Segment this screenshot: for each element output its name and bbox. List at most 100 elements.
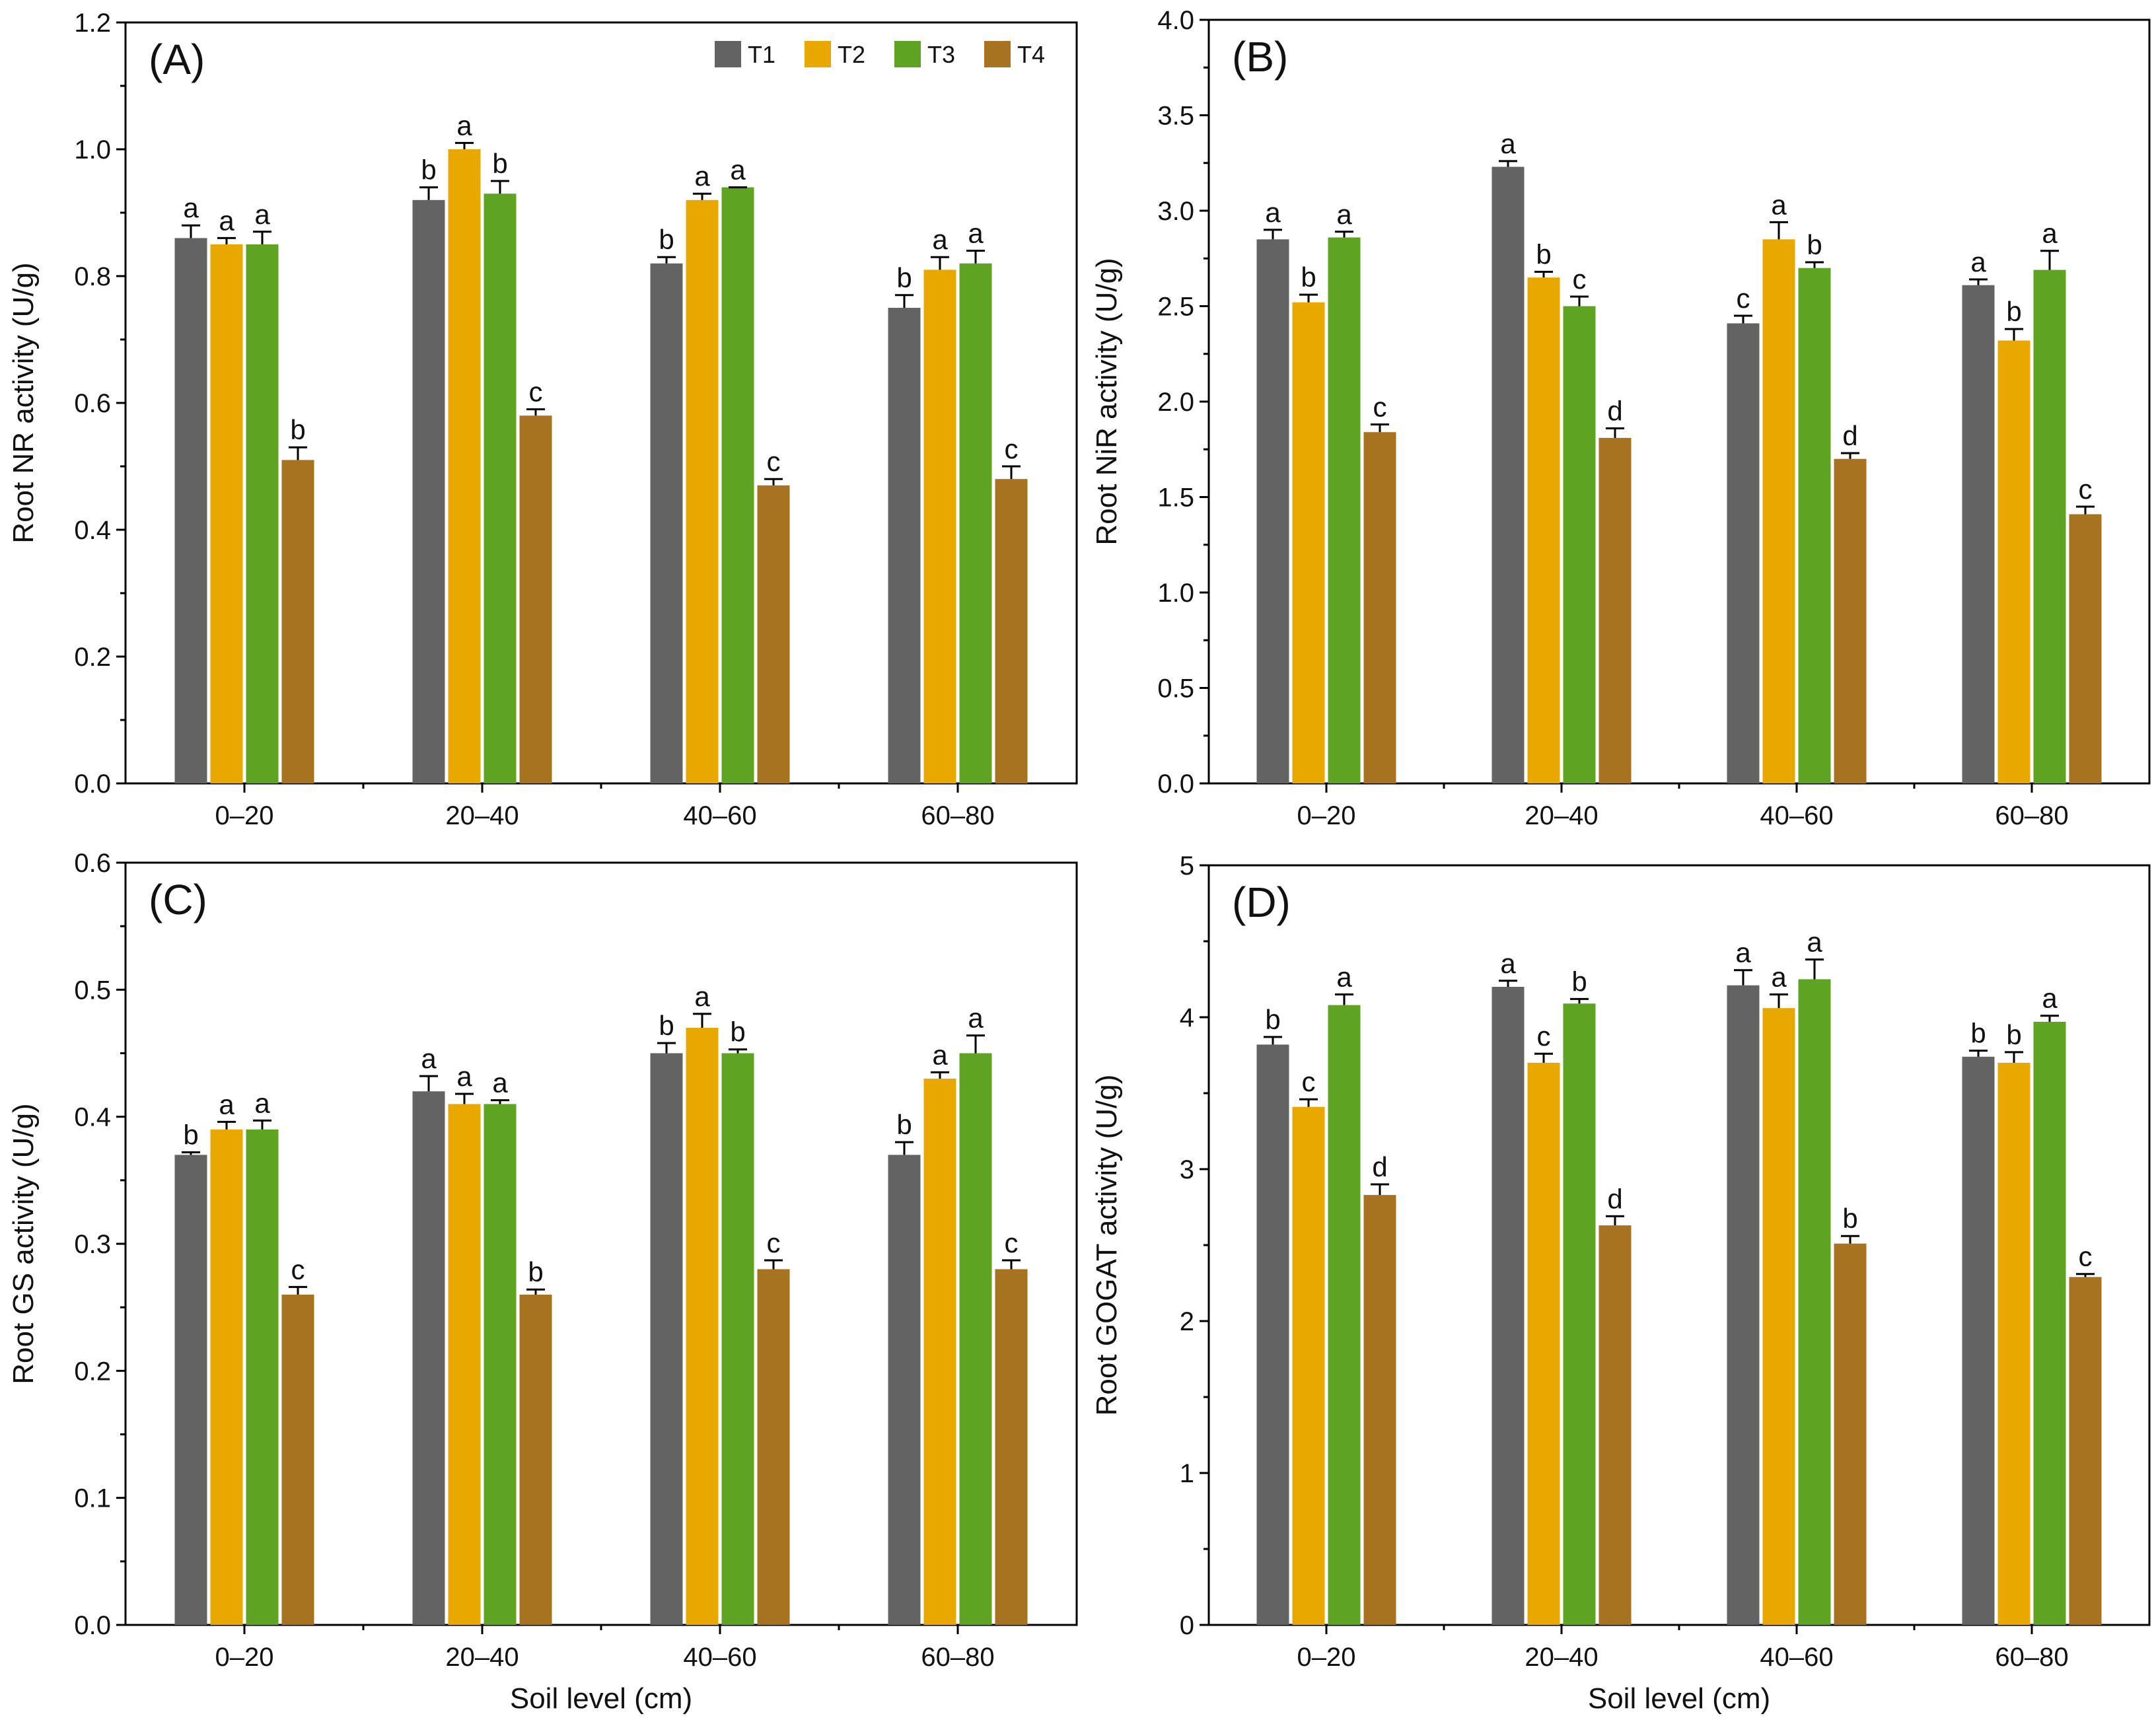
legend-swatch-t1 [715,41,741,67]
bar-t4 [519,415,552,783]
significance-letter: b [1571,966,1587,997]
significance-letter: d [1372,1151,1387,1182]
significance-letter: a [2042,218,2058,249]
significance-letter: a [1265,197,1281,228]
y-tick-label: 0.6 [74,849,111,878]
bar-t1 [888,1155,921,1625]
significance-letter: a [421,1043,437,1074]
bar-t1 [650,263,683,783]
significance-letter: a [456,1061,472,1092]
significance-letter: a [730,155,746,186]
significance-letter: a [1500,128,1516,159]
bar-t4 [995,479,1028,783]
bar-t3 [1563,306,1596,783]
bar-t4 [1363,432,1396,783]
bar-t2 [448,149,481,783]
y-tick-label: 0 [1180,1611,1194,1640]
bar-t1 [1256,1044,1289,1625]
y-tick-label: 0.6 [74,389,111,418]
bar-t2 [448,1104,481,1625]
bar-t4 [2069,514,2102,783]
y-axis-title: Root GOGAT activity (U/g) [1091,1075,1123,1416]
significance-letter: a [1500,948,1516,979]
significance-letter: b [659,224,674,255]
significance-letter: b [896,1109,912,1140]
bar-t2 [686,199,719,783]
legend-label-t4: T4 [1017,41,1045,68]
significance-letter: b [528,1256,543,1287]
y-axis-title: Root NiR activity (U/g) [1091,258,1123,545]
x-tick-label: 0–20 [215,1643,274,1672]
bar-t1 [650,1053,683,1625]
bar-t3 [1328,1005,1361,1625]
significance-letter: a [492,1067,508,1098]
y-tick-label: 1 [1180,1459,1194,1488]
significance-letter: b [492,148,507,179]
significance-letter: b [896,262,912,293]
significance-letter: a [456,110,472,141]
y-tick-label: 4 [1180,1003,1194,1032]
significance-letter: b [1536,238,1551,269]
significance-letter: b [1301,262,1316,293]
bar-t4 [1363,1195,1396,1625]
significance-letter: a [219,205,234,236]
significance-letter: c [1302,1066,1316,1097]
bar-t3 [1328,237,1361,784]
x-tick-label: 20–40 [1525,801,1598,830]
significance-letter: a [1735,937,1751,968]
significance-letter: a [1336,199,1352,230]
significance-letter: a [183,192,199,223]
bar-t1 [1727,985,1760,1625]
x-tick-label: 0–20 [1297,801,1356,830]
bar-t4 [1599,1225,1632,1625]
significance-letter: c [767,1227,781,1258]
panel-label: (C) [149,876,207,923]
bar-t2 [923,269,956,783]
bar-t2 [923,1078,956,1625]
y-axis-title: Root GS activity (U/g) [7,1103,40,1384]
y-tick-label: 5 [1180,851,1194,880]
bar-t3 [246,244,279,783]
significance-letter: a [1970,246,1986,277]
significance-letter: d [1607,395,1622,426]
y-tick-label: 0.4 [74,516,111,545]
bar-t2 [1527,1063,1560,1625]
significance-letter: c [1573,264,1587,295]
significance-letter: b [290,414,305,445]
bar-t2 [686,1028,719,1625]
significance-letter: c [1537,1021,1551,1052]
x-tick-label: 40–60 [683,1643,756,1672]
legend: T1 T2 T3 T4 [715,41,1045,68]
panel-label: (B) [1232,33,1288,81]
bar-t4 [995,1269,1028,1625]
y-axis-title: Root NR activity (U/g) [7,262,40,543]
bar-t4 [281,1294,314,1625]
x-tick-label: 20–40 [445,1643,519,1672]
bar-t2 [210,244,243,783]
y-tick-label: 0.0 [74,770,111,799]
significance-letter: a [932,224,948,255]
bar-t1 [1491,987,1525,1625]
x-axis-title: Soil level (cm) [510,1682,692,1715]
x-tick-label: 60–80 [921,1643,994,1672]
bar-t2 [1762,1008,1795,1625]
significance-letter: b [2006,296,2021,327]
significance-letter: b [183,1120,198,1151]
y-tick-label: 0.8 [74,262,111,291]
significance-letter: c [1005,433,1019,464]
significance-letter: a [932,1039,948,1070]
legend-label-t1: T1 [748,41,775,68]
y-tick-label: 0.5 [1157,674,1194,703]
significance-letter: d [1842,420,1857,451]
bar-t1 [1727,323,1760,783]
bar-t4 [757,485,790,783]
y-tick-label: 0.5 [74,976,111,1005]
bar-t3 [959,1053,992,1625]
significance-letter: c [2079,474,2093,505]
bar-t4 [1834,458,1867,783]
significance-letter: d [1607,1183,1622,1214]
bar-t2 [1292,302,1325,784]
bar-t1 [412,1091,445,1625]
significance-letter: b [659,1010,674,1041]
